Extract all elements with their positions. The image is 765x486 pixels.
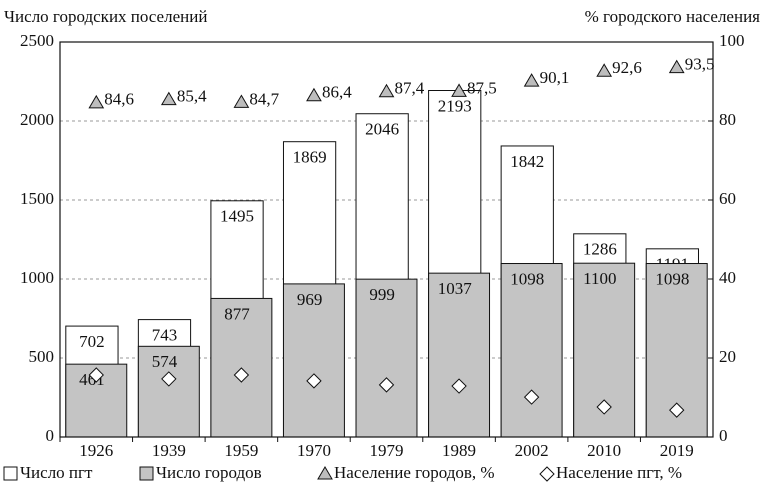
data-label: 2193 bbox=[438, 96, 472, 115]
triangle-marker bbox=[668, 59, 685, 74]
data-label: 84,7 bbox=[249, 89, 279, 108]
bar bbox=[355, 278, 418, 438]
triangle-marker bbox=[523, 73, 540, 87]
triangle-marker bbox=[233, 94, 250, 108]
diamond-marker bbox=[378, 377, 395, 393]
data-label: 1098 bbox=[655, 269, 689, 288]
legend-swatch bbox=[317, 466, 333, 480]
y-tick-label: 500 bbox=[29, 347, 55, 366]
x-tick-label: 2002 bbox=[515, 441, 549, 460]
y2-tick-label: 0 bbox=[719, 426, 728, 445]
y2-tick-label: 80 bbox=[719, 110, 736, 129]
data-label: 969 bbox=[297, 290, 323, 309]
plot-frame bbox=[59, 41, 714, 438]
y-tick-label: 1500 bbox=[20, 189, 54, 208]
x-tick-label: 1979 bbox=[370, 441, 404, 460]
y-tick-label: 2000 bbox=[20, 110, 54, 129]
legend-swatch bbox=[3, 466, 18, 481]
triangle-marker bbox=[88, 94, 105, 109]
data-label: 87,5 bbox=[467, 78, 497, 97]
data-label: 1098 bbox=[510, 269, 544, 288]
x-tick-label: 1989 bbox=[442, 441, 476, 460]
data-label: 702 bbox=[79, 332, 105, 351]
triangle-marker bbox=[596, 63, 613, 77]
data-label: 999 bbox=[369, 285, 395, 304]
y2-axis-title: % городского населения bbox=[585, 7, 761, 26]
diamond-marker bbox=[306, 373, 322, 389]
diamond-marker bbox=[596, 399, 612, 415]
data-label: 1495 bbox=[220, 207, 254, 226]
triangle-marker bbox=[451, 83, 467, 97]
data-label: 87,4 bbox=[395, 79, 425, 98]
x-tick-label: 2010 bbox=[587, 441, 621, 460]
diamond-marker bbox=[88, 367, 104, 383]
data-label: 1037 bbox=[438, 279, 473, 298]
data-label: 90,1 bbox=[540, 68, 570, 87]
data-label: 2046 bbox=[365, 120, 399, 139]
y-tick-label: 1000 bbox=[20, 268, 54, 287]
legend-swatch bbox=[539, 466, 555, 482]
data-label: 84,6 bbox=[104, 90, 134, 109]
legend-swatch bbox=[139, 466, 154, 481]
y2-tick-label: 40 bbox=[719, 268, 736, 287]
data-label: 85,4 bbox=[177, 87, 207, 106]
data-label: 1100 bbox=[583, 269, 616, 288]
triangle-marker bbox=[306, 87, 322, 102]
diamond-marker bbox=[669, 402, 685, 418]
data-label: 1869 bbox=[293, 148, 327, 167]
diamond-marker bbox=[523, 389, 540, 405]
legend-label: Население пгт, % bbox=[556, 463, 682, 482]
data-label: 92,6 bbox=[612, 58, 642, 77]
y2-tick-label: 100 bbox=[719, 31, 745, 50]
x-tick-label: 1926 bbox=[79, 441, 113, 460]
x-tick-label: 1939 bbox=[152, 441, 186, 460]
x-tick-label: 2019 bbox=[660, 441, 694, 460]
y-tick-label: 0 bbox=[46, 426, 55, 445]
legend-label: Население городов, % bbox=[334, 463, 495, 482]
legend-label: Число городов bbox=[156, 463, 262, 482]
data-label: 574 bbox=[152, 352, 178, 371]
data-label: 93,5 bbox=[685, 55, 715, 74]
data-label: 1286 bbox=[583, 240, 617, 259]
y-axis-title: Число городских поселений bbox=[4, 7, 207, 26]
data-label: 743 bbox=[152, 326, 178, 345]
diamond-marker bbox=[161, 371, 177, 387]
legend-label: Число пгт bbox=[20, 463, 93, 482]
bar bbox=[500, 263, 563, 438]
data-label: 877 bbox=[224, 304, 250, 323]
data-label: 1842 bbox=[510, 152, 544, 171]
diamond-marker bbox=[233, 367, 250, 383]
triangle-marker bbox=[160, 91, 177, 106]
y2-tick-label: 60 bbox=[719, 189, 736, 208]
x-tick-label: 1959 bbox=[224, 441, 258, 460]
diamond-marker bbox=[451, 378, 467, 394]
triangle-marker bbox=[378, 83, 395, 98]
x-tick-label: 1970 bbox=[297, 441, 331, 460]
data-label: 86,4 bbox=[322, 83, 352, 102]
y-tick-label: 2500 bbox=[20, 31, 54, 50]
y2-tick-label: 20 bbox=[719, 347, 736, 366]
bar bbox=[137, 345, 200, 438]
